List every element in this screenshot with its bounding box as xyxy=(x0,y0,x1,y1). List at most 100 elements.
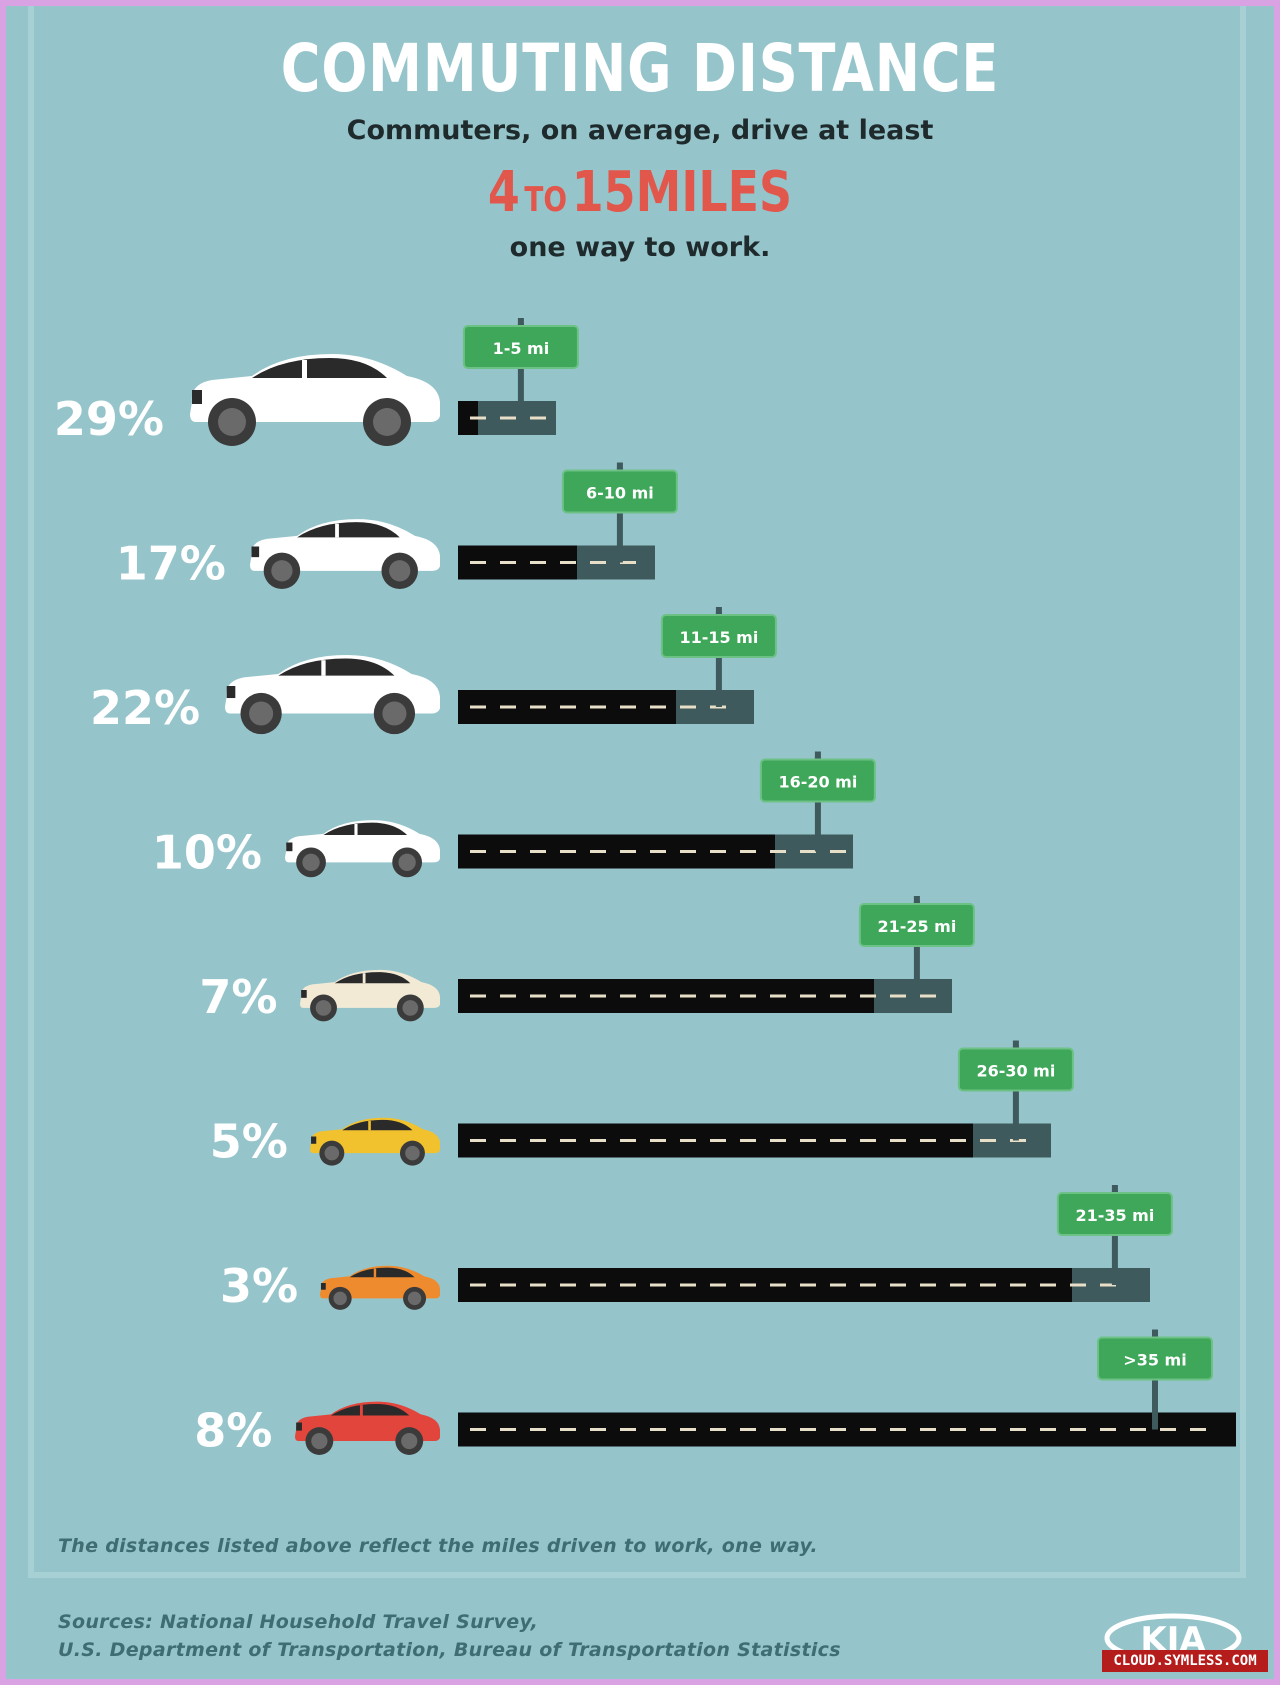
car-pillar xyxy=(359,1405,363,1416)
road-dash xyxy=(560,1428,576,1431)
road-dash xyxy=(530,850,546,853)
watermark: CLOUD.SYMLESS.COM xyxy=(1102,1650,1268,1672)
road-dash xyxy=(830,1283,846,1287)
road-dash xyxy=(680,705,696,709)
car-taillight xyxy=(311,1136,317,1144)
distance-sign-label: 21-35 mi xyxy=(1075,1206,1154,1225)
car-taillight xyxy=(320,1283,326,1290)
distance-sign-label: >35 mi xyxy=(1123,1351,1186,1370)
car-windows xyxy=(349,1267,415,1278)
road-dash xyxy=(470,1428,486,1431)
distance-sign-label: 21-25 mi xyxy=(877,917,956,936)
car-hubcap xyxy=(382,701,407,726)
road-dash xyxy=(830,994,846,998)
road-dash xyxy=(500,850,516,853)
car-icon xyxy=(250,519,440,590)
road-dash xyxy=(710,1283,726,1287)
car-windows xyxy=(278,658,395,676)
road-dash xyxy=(560,705,576,709)
road-dash xyxy=(1010,1283,1026,1287)
car-hubcap xyxy=(401,1432,418,1450)
chart-row: 21-35 mi 3% xyxy=(220,1185,1173,1313)
road-dash xyxy=(680,850,696,853)
highlight-from: 4 xyxy=(487,160,520,225)
road-dash xyxy=(800,1139,816,1142)
car-hubcap xyxy=(407,1291,422,1306)
sign-post-top xyxy=(1012,1040,1019,1049)
car-pillar xyxy=(354,823,358,836)
road-dash xyxy=(560,1283,576,1287)
road-dash xyxy=(830,1139,846,1142)
car-hubcap xyxy=(218,408,246,436)
road-end-segment xyxy=(577,545,655,580)
car-hubcap xyxy=(405,1145,420,1161)
road-dash xyxy=(530,994,546,998)
road-dash xyxy=(770,994,786,998)
road-dash xyxy=(1040,1283,1056,1287)
road-dash xyxy=(980,1139,996,1142)
road-dash xyxy=(770,1139,786,1142)
road-dash xyxy=(920,1283,936,1287)
car-taillight xyxy=(251,546,260,558)
road-bar xyxy=(458,401,478,435)
road-dash xyxy=(950,1283,966,1287)
car-windows xyxy=(330,1403,410,1416)
car-hubcap xyxy=(398,853,416,872)
road-dash xyxy=(620,561,636,564)
car-pillar xyxy=(302,360,307,378)
road-dash xyxy=(710,1139,726,1142)
road-dash xyxy=(800,850,816,853)
road-dash xyxy=(620,1139,636,1142)
road-dash xyxy=(620,850,636,853)
road-dash xyxy=(470,561,486,564)
infographic-subtitle: Commuters, on average, drive at least xyxy=(346,115,934,146)
chart-row: >35 mi 8% xyxy=(194,1329,1236,1458)
road-dash xyxy=(470,994,486,998)
car-hubcap xyxy=(402,1000,419,1016)
road-dash xyxy=(650,994,666,998)
road-dash xyxy=(500,416,516,420)
car-hubcap xyxy=(324,1145,340,1161)
percent-label: 10% xyxy=(152,826,262,880)
car-taillight xyxy=(286,842,293,852)
chart-row: 11-15 mi 22% xyxy=(90,607,777,735)
road-dash xyxy=(1190,1428,1206,1431)
road-dash xyxy=(680,1428,696,1431)
highlight-to: 15 xyxy=(571,160,636,225)
road-dash xyxy=(710,850,726,853)
sources-line-1: Sources: National Household Travel Surve… xyxy=(58,1611,539,1633)
percent-label: 17% xyxy=(116,537,226,591)
road-dash xyxy=(1130,1428,1146,1431)
road-dash xyxy=(710,1428,726,1431)
distance-sign xyxy=(759,758,876,803)
sign-post-top xyxy=(814,751,821,760)
road-dash xyxy=(800,1428,816,1431)
road-dash xyxy=(650,1283,666,1287)
percent-label: 22% xyxy=(90,681,200,735)
road-dash xyxy=(1160,1428,1176,1431)
sources-line-2: U.S. Department of Transportation, Burea… xyxy=(58,1639,841,1661)
percent-label: 7% xyxy=(199,970,277,1024)
footnote: The distances listed above reflect the m… xyxy=(58,1535,818,1557)
car-pillar xyxy=(335,523,339,538)
road-dash xyxy=(740,1283,756,1287)
car-pillar xyxy=(368,1120,371,1131)
car-taillight xyxy=(226,686,236,699)
road-dash xyxy=(740,994,756,998)
car-taillight xyxy=(301,990,307,998)
road-dash xyxy=(500,705,516,709)
distance-sign xyxy=(1056,1192,1173,1236)
sign-post xyxy=(715,612,722,707)
road-dash xyxy=(470,1283,486,1287)
road-dash xyxy=(560,850,576,853)
car-pillar xyxy=(362,973,366,984)
road-dash xyxy=(470,850,486,853)
percent-label: 29% xyxy=(54,392,164,446)
road-dash xyxy=(590,1139,606,1142)
highlight-range: 4 TO 15MILES xyxy=(115,160,1165,225)
road-dash xyxy=(680,1139,696,1142)
road-dash xyxy=(650,1139,666,1142)
road-dash xyxy=(590,850,606,853)
car-hubcap xyxy=(373,408,401,436)
road-dash xyxy=(1070,1283,1086,1287)
